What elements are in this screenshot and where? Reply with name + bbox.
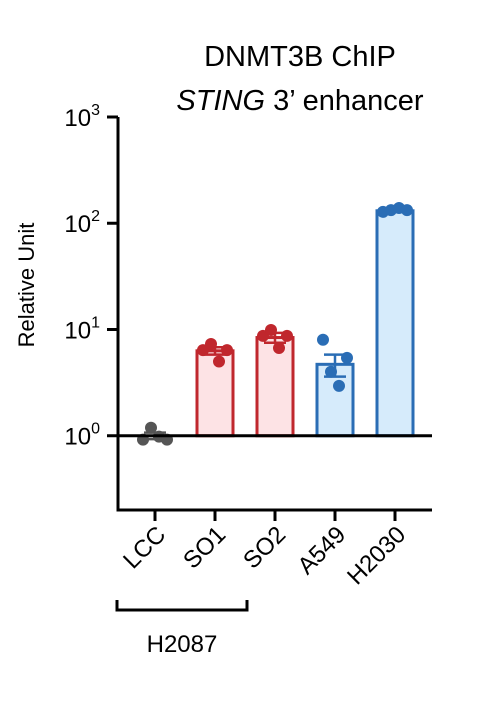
data-point	[221, 344, 233, 357]
subtitle-part: STING	[176, 85, 265, 117]
group-bracket	[115, 600, 249, 612]
y-tick-label: 100	[64, 421, 100, 451]
data-point	[145, 421, 157, 434]
y-tick-base: 10	[64, 317, 91, 344]
data-point	[273, 341, 285, 354]
x-tick-label: SO2	[238, 521, 291, 574]
bar	[375, 209, 415, 438]
y-tick-exponent: 0	[91, 421, 100, 438]
data-point	[341, 351, 353, 364]
data-point	[205, 338, 217, 351]
y-tick-exponent: 2	[91, 208, 100, 225]
y-tick-base: 10	[64, 424, 91, 451]
x-tick-label: LCC	[118, 521, 171, 574]
data-point	[281, 329, 293, 342]
y-tick-label: 103	[64, 102, 100, 132]
y-tick-label: 102	[64, 208, 100, 238]
x-tick-label: H2030	[342, 521, 411, 590]
data-point	[265, 323, 277, 336]
y-axis-label: Relative Unit	[14, 223, 39, 348]
x-tick-label: SO1	[178, 521, 231, 574]
y-tick-base: 10	[64, 105, 91, 132]
group-label: H2087	[147, 631, 218, 658]
data-point	[317, 333, 329, 346]
data-point	[401, 204, 413, 217]
subtitle-part: 3’ enhancer	[265, 85, 424, 117]
y-tick-base: 10	[64, 211, 91, 238]
y-tick-exponent: 3	[91, 102, 100, 119]
chart-title: DNMT3B ChIP	[204, 41, 396, 73]
data-point	[333, 379, 345, 392]
chart-subtitle: STING 3’ enhancer	[176, 85, 424, 117]
data-point	[213, 355, 225, 368]
y-tick-label: 101	[64, 314, 100, 344]
data-point	[325, 365, 337, 378]
y-tick-exponent: 1	[91, 314, 100, 331]
